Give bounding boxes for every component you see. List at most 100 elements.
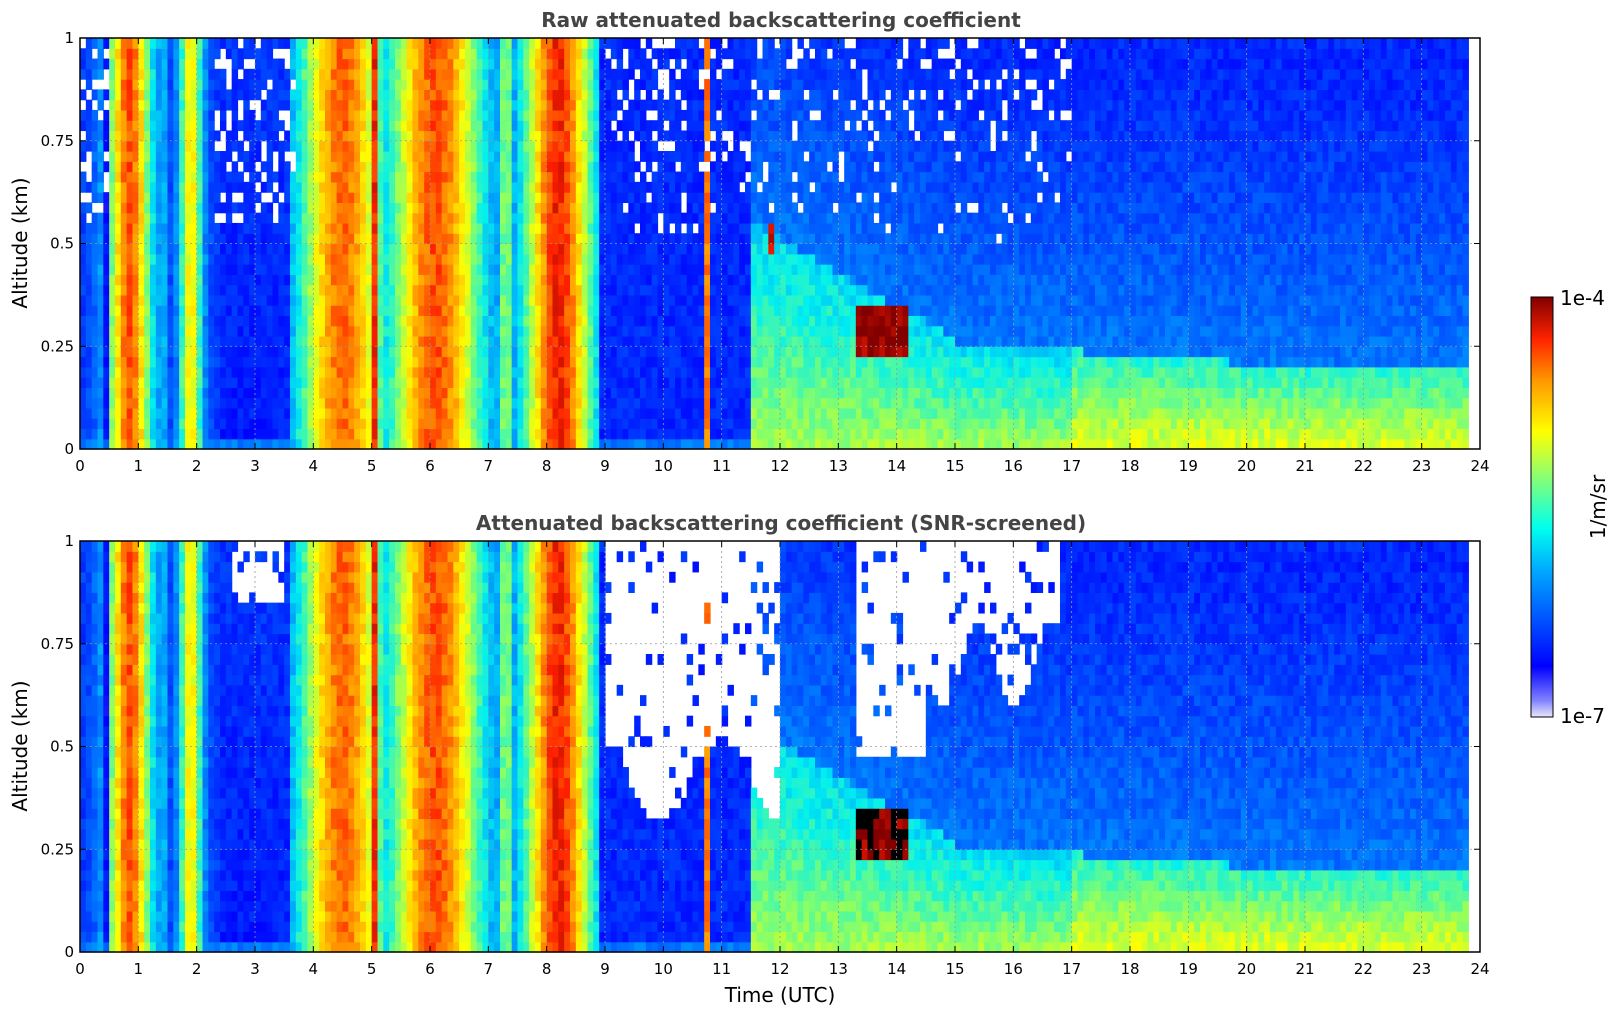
- heatmap-cell: [558, 99, 565, 111]
- heatmap-cell: [494, 192, 501, 204]
- heatmap-cell: [360, 315, 367, 327]
- heatmap-cell: [377, 274, 384, 286]
- heatmap-cell: [640, 397, 647, 409]
- heatmap-cell: [669, 418, 676, 430]
- heatmap-cell: [278, 99, 285, 111]
- heatmap-cell: [342, 233, 349, 245]
- heatmap-cell: [780, 387, 787, 399]
- heatmap-cell: [307, 212, 314, 224]
- heatmap-cell: [768, 274, 775, 286]
- heatmap-cell: [710, 109, 717, 121]
- heatmap-cell: [710, 58, 717, 70]
- heatmap-cell: [581, 222, 589, 234]
- heatmap-cell: [360, 407, 367, 419]
- heatmap-cell: [272, 58, 279, 70]
- heatmap-cell: [167, 79, 174, 90]
- heatmap-cell: [581, 130, 589, 142]
- heatmap-cell: [634, 233, 641, 245]
- heatmap-cell: [91, 346, 99, 358]
- heatmap-cell: [552, 140, 559, 152]
- heatmap-cell: [605, 346, 612, 358]
- heatmap-cell: [249, 335, 256, 347]
- heatmap-cell: [826, 366, 834, 378]
- heatmap-cell: [832, 294, 839, 306]
- heatmap-cell: [295, 325, 303, 337]
- heatmap-cell: [733, 366, 740, 378]
- heatmap-cell: [272, 366, 279, 378]
- heatmap-cell: [762, 407, 769, 419]
- heatmap-cell: [85, 305, 93, 317]
- heatmap-cell: [243, 274, 250, 286]
- heatmap-cell: [430, 38, 437, 49]
- heatmap-cell: [330, 171, 338, 183]
- heatmap-cell: [237, 274, 244, 286]
- heatmap-cell: [260, 407, 268, 419]
- heatmap-cell: [470, 68, 478, 80]
- heatmap-cell: [476, 192, 484, 204]
- heatmap-cell: [774, 99, 781, 111]
- heatmap-cell: [546, 161, 554, 173]
- heatmap-cell: [715, 202, 723, 214]
- heatmap-cell: [377, 89, 384, 101]
- heatmap-cell: [803, 140, 810, 152]
- heatmap-cell: [634, 253, 641, 265]
- heatmap-cell: [138, 48, 145, 60]
- heatmap-cell: [511, 48, 519, 60]
- heatmap-cell: [412, 397, 419, 409]
- heatmap-cell: [599, 109, 606, 121]
- heatmap-cell: [278, 151, 285, 162]
- heatmap-cell: [167, 284, 174, 296]
- heatmap-cell: [284, 192, 291, 204]
- heatmap-cell: [430, 181, 437, 193]
- heatmap-cell: [231, 109, 239, 121]
- heatmap-cell: [756, 335, 764, 347]
- heatmap-cell: [371, 202, 379, 214]
- heatmap-cell: [354, 192, 361, 204]
- heatmap-cell: [342, 120, 349, 132]
- heatmap-cell: [558, 274, 565, 286]
- heatmap-cell: [173, 130, 180, 142]
- heatmap-cell: [424, 140, 431, 152]
- heatmap-cell: [465, 253, 472, 265]
- heatmap-cell: [750, 346, 758, 358]
- heatmap-cell: [476, 109, 484, 121]
- heatmap-cell: [645, 58, 653, 70]
- heatmap-cell: [616, 264, 624, 275]
- heatmap-cell: [704, 346, 711, 358]
- heatmap-cell: [721, 264, 729, 275]
- heatmap-cell: [529, 387, 536, 399]
- heatmap-cell: [307, 407, 314, 419]
- heatmap-cell: [476, 79, 484, 90]
- heatmap-cell: [284, 315, 291, 327]
- heatmap-cell: [307, 120, 314, 132]
- heatmap-cell: [360, 243, 367, 255]
- heatmap-cell: [395, 243, 402, 255]
- heatmap-cell: [482, 294, 489, 306]
- heatmap-cell: [150, 222, 157, 234]
- heatmap-cell: [523, 130, 530, 142]
- heatmap-cell: [132, 346, 139, 358]
- heatmap-cell: [441, 305, 449, 317]
- heatmap-cell: [272, 38, 279, 49]
- heatmap-cell: [797, 428, 804, 440]
- heatmap-cell: [581, 68, 589, 80]
- heatmap-cell: [820, 120, 828, 132]
- heatmap-cell: [144, 202, 151, 214]
- heatmap-cell: [558, 151, 565, 162]
- heatmap-cell: [500, 274, 507, 286]
- heatmap-cell: [196, 264, 204, 275]
- heatmap-cell: [185, 38, 192, 49]
- heatmap-cell: [459, 140, 466, 152]
- heatmap-cell: [704, 397, 711, 409]
- heatmap-cell: [365, 243, 373, 255]
- heatmap-cell: [167, 387, 174, 399]
- heatmap-cell: [523, 99, 530, 111]
- heatmap-cell: [657, 366, 664, 378]
- heatmap-cell: [249, 120, 256, 132]
- heatmap-cell: [587, 356, 594, 368]
- heatmap-cell: [605, 356, 612, 368]
- heatmap-cell: [762, 212, 769, 224]
- heatmap-cell: [266, 151, 274, 162]
- heatmap-cell: [400, 99, 408, 111]
- heatmap-cell: [301, 140, 309, 152]
